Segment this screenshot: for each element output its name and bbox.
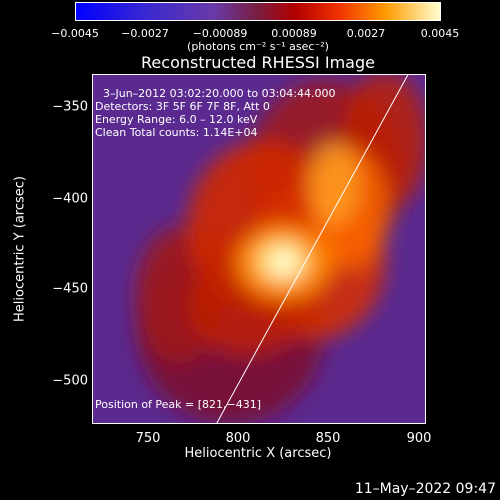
y-axis-label: Heliocentric Y (arcsec) — [12, 176, 28, 322]
chart-title: Reconstructed RHESSI Image — [141, 53, 375, 72]
x-tick-label: 850 — [315, 431, 341, 446]
x-tick-label: 750 — [135, 431, 161, 446]
peak-emission — [269, 248, 298, 277]
detectors-label: Detectors: 3F 5F 6F 7F 8F, Att 0 — [95, 100, 270, 113]
time-range-label: 3–Jun–2012 03:02:20.000 to 03:04:44.000 — [103, 87, 336, 100]
solar-limb-line — [216, 75, 409, 423]
x-axis-label: Heliocentric X (arcsec) — [184, 446, 332, 461]
emission-region — [136, 75, 425, 423]
peak-position-label: Position of Peak = [821,−431] — [95, 398, 262, 411]
y-tick-label: −450 — [52, 281, 88, 297]
colorbar-tick: −0.00089 — [192, 27, 248, 40]
colorbar — [75, 2, 441, 21]
energy-range-label: Energy Range: 6.0 – 12.0 keV — [95, 113, 258, 126]
plot-area — [92, 74, 426, 424]
x-tick-label: 800 — [225, 431, 251, 446]
y-tick-label: −350 — [52, 99, 88, 115]
colorbar-tick: −0.0027 — [121, 27, 169, 40]
colorbar-tick: 0.00089 — [271, 27, 317, 40]
heatmap — [93, 75, 425, 423]
colorbar-tick: −0.0045 — [51, 27, 99, 40]
x-tick-label: 900 — [406, 431, 432, 446]
y-tick-label: −500 — [52, 373, 88, 389]
colorbar-tick: 0.0027 — [346, 27, 386, 40]
emission-blob — [308, 140, 360, 227]
clean-counts-label: Clean Total counts: 1.14E+04 — [95, 126, 258, 139]
footer-date: 11–May–2022 09:47 — [354, 481, 496, 497]
y-tick-label: −400 — [52, 191, 88, 207]
colorbar-unit: (photons cm⁻² s⁻¹ asec⁻²) — [187, 40, 329, 53]
colorbar-tick: 0.0045 — [420, 27, 460, 40]
